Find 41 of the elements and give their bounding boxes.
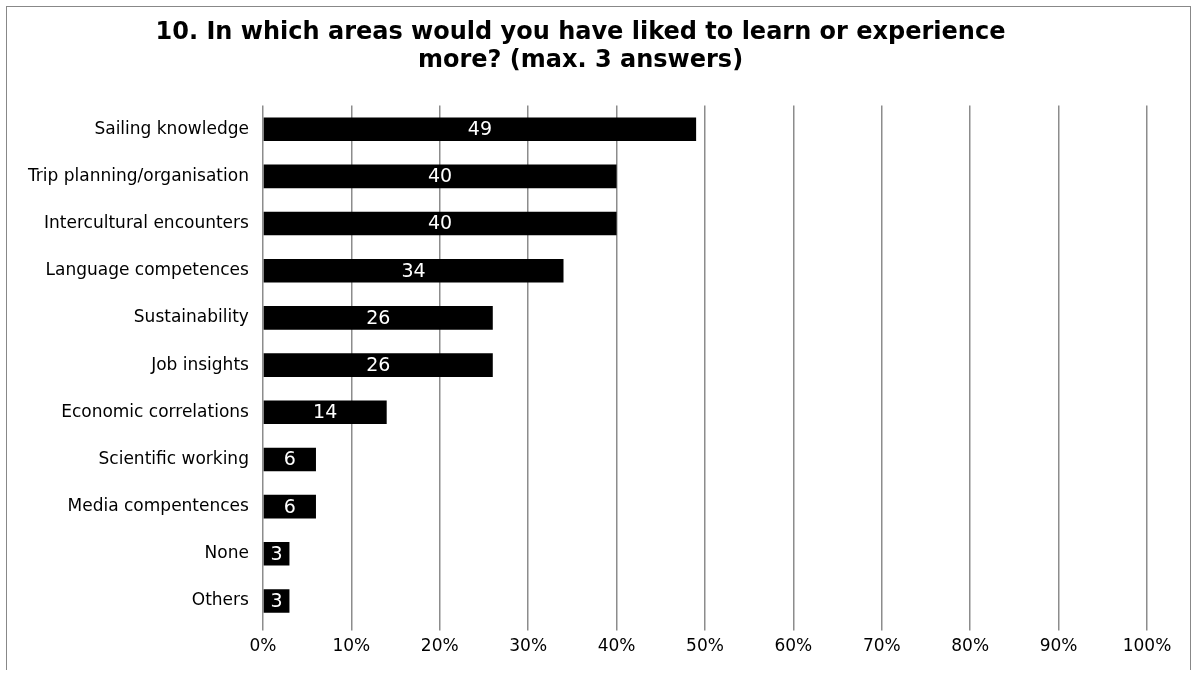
x-tick-label: 10% [332,635,371,656]
y-tick-label: Media compentences [67,495,250,516]
x-tick-label: 90% [1039,635,1078,656]
y-tick-label: Job insights [150,353,250,374]
y-tick-label: Sustainability [133,306,249,327]
chart-title: 10. In which areas would you have liked to learn or experience more? (max. 3 answers) [155,16,1006,74]
bar [263,306,493,330]
y-tick-label: Language competences [45,259,250,280]
y-tick-label: Scientific working [98,447,249,468]
y-tick-label: Intercultural encounters [44,211,250,232]
data-label: 26 [366,305,391,328]
data-label: 40 [428,164,453,187]
bar [263,400,387,425]
data-label: 14 [313,400,338,423]
x-tick-label: 20% [420,635,459,656]
x-tick-label: 70% [862,635,901,656]
data-label: 49 [467,117,492,140]
bar [263,258,564,283]
y-tick-label: None [204,542,249,563]
y-tick-label: Trip planning/organisation [26,164,249,185]
x-tick-label: 0% [249,635,277,656]
data-label: 40 [428,211,453,234]
data-label: 26 [366,353,391,376]
data-label: 6 [283,494,296,517]
y-tick-label: Others [191,589,250,610]
x-tick-label: 30% [509,635,548,656]
y-tick-label: Economic correlations [61,400,250,421]
x-tick-label: 40% [597,635,636,656]
bar [263,353,493,377]
data-label: 34 [401,258,426,281]
y-tick-label: Sailing knowledge [94,117,249,138]
bar [263,164,617,189]
x-tick-label: 100% [1122,635,1172,656]
data-label: 6 [283,447,296,470]
bar [263,211,617,236]
data-label: 3 [270,588,283,611]
bar [263,117,697,141]
x-tick-label: 60% [774,635,813,656]
x-tick-label: 80% [951,635,990,656]
x-tick-label: 50% [686,635,724,656]
data-label: 3 [270,541,283,564]
